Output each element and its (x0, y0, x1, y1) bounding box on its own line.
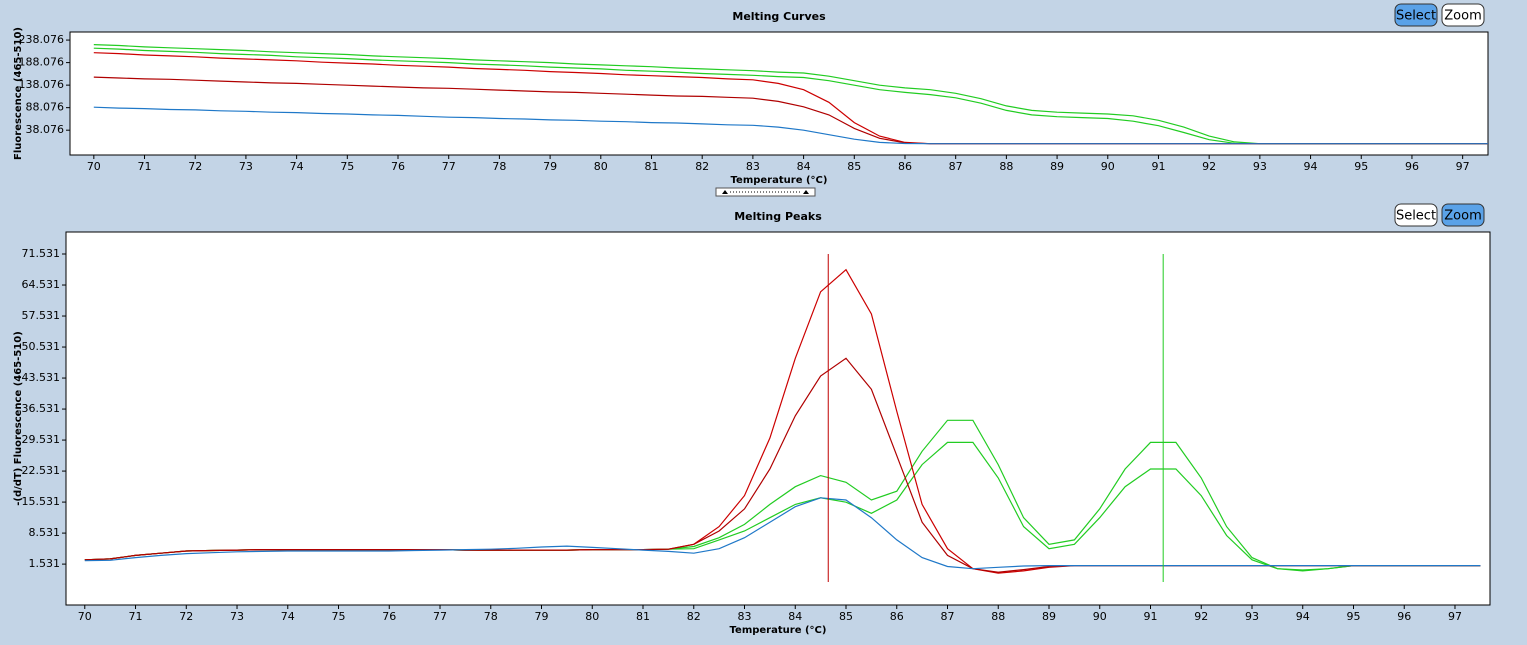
x-tick-label: 97 (1456, 160, 1470, 173)
x-tick-label: 74 (281, 610, 295, 623)
x-tick-label: 72 (188, 160, 202, 173)
y-tick-label: 15.531 (22, 495, 61, 508)
x-axis-label: Temperature (°C) (730, 625, 827, 636)
x-tick-label: 88 (999, 160, 1013, 173)
y-tick-label: 188.076 (19, 56, 65, 69)
x-tick-label: 71 (129, 610, 143, 623)
x-tick-label: 95 (1346, 610, 1360, 623)
y-tick-label: 29.531 (22, 433, 61, 446)
x-tick-label: 97 (1448, 610, 1462, 623)
y-tick-label: 57.531 (22, 309, 61, 322)
x-tick-label: 86 (890, 610, 904, 623)
x-tick-label: 77 (433, 610, 447, 623)
y-tick-label: 50.531 (22, 340, 61, 353)
x-tick-label: 96 (1397, 610, 1411, 623)
y-tick-label: 38.076 (26, 123, 65, 136)
y-tick-label: 238.076 (19, 33, 65, 46)
x-tick-label: 91 (1151, 160, 1165, 173)
x-tick-label: 70 (87, 160, 101, 173)
chart-title: Melting Peaks (734, 210, 822, 223)
x-tick-label: 96 (1405, 160, 1419, 173)
x-tick-label: 93 (1245, 610, 1259, 623)
x-tick-label: 81 (636, 610, 650, 623)
x-tick-label: 75 (332, 610, 346, 623)
x-tick-label: 95 (1354, 160, 1368, 173)
x-tick-label: 80 (585, 610, 599, 623)
x-tick-label: 91 (1143, 610, 1157, 623)
x-tick-label: 84 (797, 160, 811, 173)
curve (93, 106, 1488, 145)
chart-title: Melting Curves (732, 10, 826, 23)
x-tick-label: 75 (340, 160, 354, 173)
x-tick-label: 90 (1093, 610, 1107, 623)
x-tick-label: 78 (484, 610, 498, 623)
y-tick-label: 1.531 (29, 557, 61, 570)
y-tick-label: 138.076 (19, 78, 65, 91)
x-tick-label: 82 (687, 610, 701, 623)
x-tick-label: 70 (78, 610, 92, 623)
x-tick-label: 92 (1202, 160, 1216, 173)
y-tick-label: 8.531 (29, 526, 61, 539)
x-tick-label: 94 (1296, 610, 1310, 623)
y-tick-label: 36.531 (22, 402, 61, 415)
y-tick-label: 88.076 (26, 101, 65, 114)
x-tick-label: 79 (543, 160, 557, 173)
x-tick-label: 94 (1304, 160, 1318, 173)
x-tick-label: 83 (738, 610, 752, 623)
x-tick-label: 89 (1042, 610, 1056, 623)
plot-area (65, 231, 1491, 606)
x-tick-label: 85 (839, 610, 853, 623)
button-label[interactable]: Zoom (1444, 209, 1481, 224)
x-tick-label: 73 (230, 610, 244, 623)
x-tick-label: 73 (239, 160, 253, 173)
x-axis-label: Temperature (°C) (731, 175, 828, 186)
x-tick-label: 71 (138, 160, 152, 173)
x-tick-label: 89 (1050, 160, 1064, 173)
x-tick-label: 74 (290, 160, 304, 173)
mode-button[interactable]: Zoom (1441, 3, 1485, 27)
button-label[interactable]: Select (1396, 9, 1436, 24)
x-tick-label: 80 (594, 160, 608, 173)
button-label[interactable]: Select (1396, 209, 1436, 224)
x-tick-label: 92 (1194, 610, 1208, 623)
curve (84, 497, 1481, 570)
plot-area (69, 31, 1489, 156)
y-tick-label: 43.531 (22, 371, 61, 384)
y-tick-label: 71.531 (22, 247, 61, 260)
y-axis-label: -(d/dT) Fluorescence (465-510) (13, 331, 24, 506)
x-tick-label: 76 (382, 610, 396, 623)
splitter[interactable] (715, 187, 816, 197)
x-tick-label: 87 (940, 610, 954, 623)
button-frame[interactable] (1394, 203, 1438, 227)
x-tick-label: 81 (644, 160, 658, 173)
x-tick-label: 87 (949, 160, 963, 173)
x-tick-label: 90 (1101, 160, 1115, 173)
button-frame[interactable] (1394, 3, 1438, 27)
button-label[interactable]: Zoom (1444, 9, 1481, 24)
mode-button[interactable]: Zoom (1441, 203, 1485, 227)
button-frame[interactable] (1441, 3, 1485, 27)
x-tick-label: 79 (535, 610, 549, 623)
y-tick-label: 64.531 (22, 278, 61, 291)
mode-button[interactable]: Select (1394, 3, 1438, 27)
mode-button[interactable]: Select (1394, 203, 1438, 227)
x-tick-label: 86 (898, 160, 912, 173)
x-tick-label: 72 (179, 610, 193, 623)
x-tick-label: 84 (788, 610, 802, 623)
x-tick-label: 76 (391, 160, 405, 173)
x-tick-label: 78 (492, 160, 506, 173)
x-tick-label: 88 (991, 610, 1005, 623)
x-tick-label: 85 (847, 160, 861, 173)
y-axis-label: Fluorescence (465-510) (13, 27, 24, 160)
x-tick-label: 82 (695, 160, 709, 173)
y-tick-label: 22.531 (22, 464, 61, 477)
button-frame[interactable] (1441, 203, 1485, 227)
x-tick-label: 77 (442, 160, 456, 173)
x-tick-label: 93 (1253, 160, 1267, 173)
x-tick-label: 83 (746, 160, 760, 173)
